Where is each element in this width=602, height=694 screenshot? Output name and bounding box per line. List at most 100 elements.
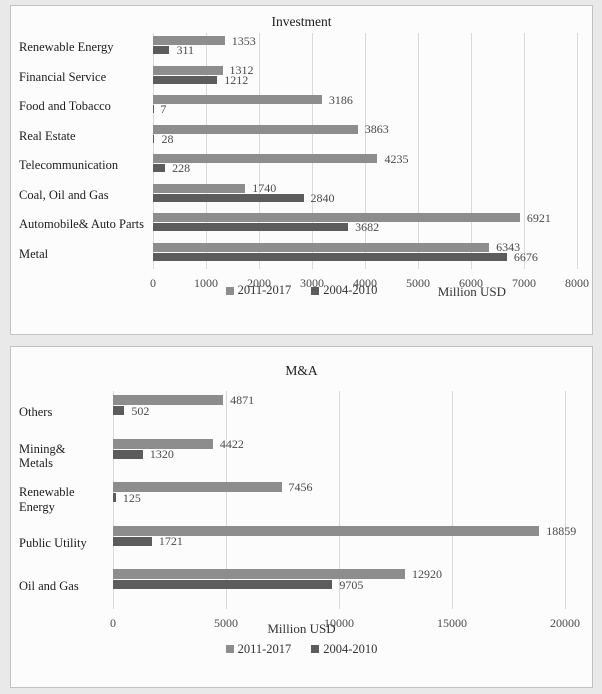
legend-label-2011-2017: 2011-2017 bbox=[237, 283, 292, 297]
axis-tick-label: 7000 bbox=[512, 276, 536, 290]
bar-2011-2017 bbox=[153, 154, 378, 163]
axis-tick-label: 15000 bbox=[437, 615, 467, 630]
axis-tick-label: 0 bbox=[150, 276, 156, 290]
gridline bbox=[524, 33, 525, 269]
investment-chart-title: Investment bbox=[271, 14, 332, 29]
value-label: 6676 bbox=[513, 249, 538, 264]
x-axis-title: Million USD bbox=[267, 620, 336, 636]
ma-chart-panel: M&A Others Mining& Metals Renewable Energy… bbox=[10, 346, 593, 688]
legend: 2011-2017 2004-2010 bbox=[11, 642, 592, 657]
axis-tick-label: 8000 bbox=[565, 276, 589, 290]
legend-swatch-2004-2010 bbox=[311, 645, 320, 653]
value-label: 1740 bbox=[252, 181, 277, 195]
value-label: 2840 bbox=[310, 190, 335, 205]
ma-chart-title: M&A bbox=[285, 363, 318, 378]
axis-tick-label: 10000 bbox=[324, 615, 354, 630]
bar-2011-2017 bbox=[153, 95, 322, 104]
value-label: 18859 bbox=[546, 523, 577, 538]
gridline bbox=[452, 391, 453, 609]
bar-2011-2017 bbox=[153, 65, 223, 75]
bar-2011-2017 bbox=[113, 525, 540, 536]
legend-swatch-2004-2010 bbox=[311, 286, 320, 295]
gridline bbox=[471, 33, 472, 269]
category-label: Renewable Energy bbox=[19, 40, 114, 55]
axis-tick-label: 1000 bbox=[194, 276, 218, 290]
gridline bbox=[339, 391, 340, 609]
value-label: 7456 bbox=[288, 480, 313, 494]
legend: 2011-2017 2004-2010 bbox=[11, 283, 592, 298]
category-label: Public Utility bbox=[19, 535, 87, 550]
gridline bbox=[577, 33, 578, 269]
bar-2004-2010 bbox=[113, 449, 143, 459]
value-label: 7 bbox=[160, 102, 167, 116]
category-label: Automobile& Auto Parts bbox=[19, 217, 144, 232]
value-label: 1721 bbox=[158, 534, 183, 548]
value-label: 502 bbox=[131, 403, 150, 418]
category-label: Others bbox=[19, 405, 53, 420]
legend-label-2004-2010: 2004-2010 bbox=[323, 283, 378, 297]
value-label: 311 bbox=[176, 43, 195, 57]
bar-2011-2017 bbox=[113, 569, 405, 579]
bar-2011-2017 bbox=[153, 242, 490, 252]
axis-tick-label: 5000 bbox=[406, 276, 430, 290]
x-axis-ticks: 0 1000 2000 3000 4000 5000 6000 7000 8000 bbox=[150, 269, 589, 293]
bar-2004-2010 bbox=[113, 406, 125, 415]
legend-swatch-2011-2017 bbox=[225, 286, 234, 295]
category-label: Financial Service bbox=[19, 69, 107, 84]
x-axis-ticks: 0 5000 10000 15000 20000 bbox=[110, 609, 580, 633]
legend-item-2011-2017: 2011-2017 bbox=[225, 641, 292, 657]
value-label: 12920 bbox=[411, 567, 442, 581]
value-label: 28 bbox=[161, 131, 174, 146]
plot-area: 4871 502 4422 1320 7456 125 18859 1721 12920 9705… bbox=[110, 391, 580, 629]
bar-2004-2010 bbox=[113, 536, 152, 546]
value-label: 1312 bbox=[229, 63, 254, 77]
gridline bbox=[418, 33, 419, 269]
value-label: 6921 bbox=[526, 210, 551, 225]
bar-2011-2017 bbox=[153, 213, 520, 222]
category-label: Metal bbox=[19, 246, 49, 261]
value-label: 3682 bbox=[355, 220, 380, 234]
category-label: Mining& Metals bbox=[19, 441, 66, 471]
bar-2011-2017 bbox=[153, 36, 225, 45]
value-label: 4422 bbox=[219, 436, 244, 451]
value-label: 228 bbox=[172, 161, 191, 175]
bar-2004-2010 bbox=[153, 75, 218, 84]
value-label: 1353 bbox=[231, 33, 256, 48]
category-axis: Others Mining& Metals Renewable Energy Publ… bbox=[19, 391, 99, 609]
category-label: Real Estate bbox=[19, 128, 76, 143]
axis-tick-label: 6000 bbox=[459, 276, 483, 290]
value-label: 3186 bbox=[328, 92, 353, 107]
value-label: 4235 bbox=[384, 151, 409, 166]
value-label: 1320 bbox=[149, 447, 174, 461]
bar-2011-2017 bbox=[113, 395, 224, 405]
category-axis: Renewable Energy Financial Service Food an… bbox=[19, 33, 153, 269]
gridline bbox=[259, 33, 260, 269]
gridline bbox=[565, 391, 566, 609]
value-label: 4871 bbox=[230, 393, 255, 407]
bar-2011-2017 bbox=[153, 183, 246, 193]
gridline bbox=[206, 33, 207, 269]
gridline bbox=[312, 33, 313, 269]
bar-2011-2017 bbox=[113, 438, 213, 449]
bar-2004-2010 bbox=[153, 252, 507, 261]
bar-2004-2010 bbox=[153, 193, 304, 202]
legend-label-2011-2017: 2011-2017 bbox=[237, 641, 292, 656]
bar-2004-2010 bbox=[113, 493, 116, 502]
value-label: 9705 bbox=[339, 577, 364, 592]
axis-tick-label: 20000 bbox=[550, 615, 580, 630]
axis-tick-label: 2000 bbox=[247, 276, 271, 290]
x-axis-title: Million USD bbox=[437, 284, 506, 299]
category-label: Oil and Gas bbox=[19, 579, 79, 594]
legend-item-2004-2010: 2004-2010 bbox=[311, 642, 377, 657]
investment-chart-canvas: Renewable Energy Financial Service Food an… bbox=[11, 33, 592, 289]
bar-2004-2010 bbox=[153, 223, 349, 231]
value-label: 6343 bbox=[496, 240, 521, 254]
axis-tick-label: 4000 bbox=[353, 276, 377, 290]
axis-tick-label: 3000 bbox=[300, 276, 324, 290]
gridline bbox=[365, 33, 366, 269]
bar-2011-2017 bbox=[153, 124, 358, 134]
legend-label-2004-2010: 2004-2010 bbox=[323, 641, 378, 656]
axis-tick-label: 5000 bbox=[214, 615, 238, 630]
bar-2004-2010 bbox=[153, 46, 170, 54]
